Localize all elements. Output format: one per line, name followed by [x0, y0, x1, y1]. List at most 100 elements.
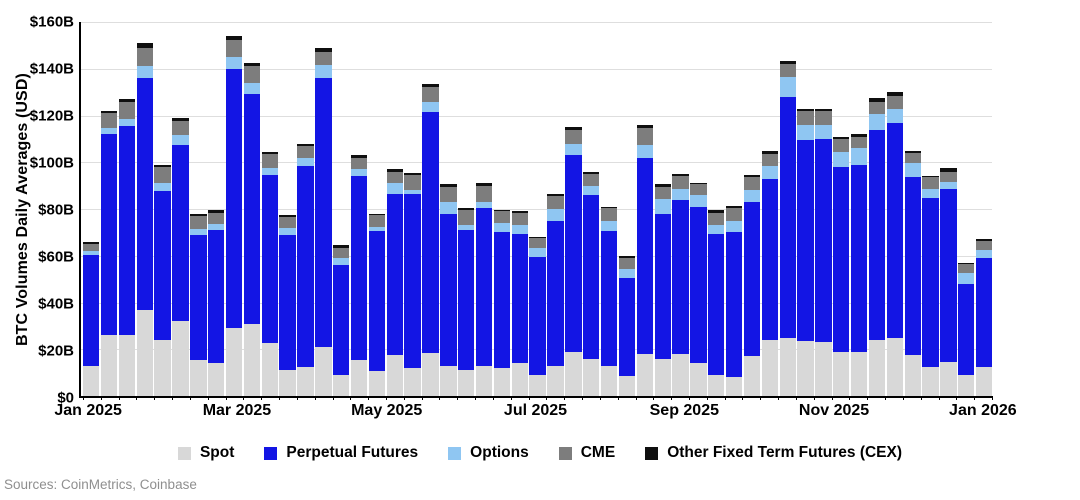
- bar-week-48[interactable]: [922, 22, 939, 396]
- bar-week-37[interactable]: [725, 22, 743, 396]
- bar-week-33[interactable]: [654, 22, 671, 396]
- bar-week-28[interactable]: [565, 22, 582, 396]
- segment-other-fixed-term-futures: [975, 239, 993, 241]
- axis-tick-mark: [207, 396, 209, 400]
- bar-week-47[interactable]: [904, 22, 921, 396]
- bar-week-31[interactable]: [618, 22, 636, 396]
- bar-week-17[interactable]: [368, 22, 386, 396]
- axis-tick-mark: [314, 396, 316, 400]
- bar-week-23[interactable]: [475, 22, 493, 396]
- bar-week-43[interactable]: [833, 22, 850, 396]
- bar-week-41[interactable]: [797, 22, 814, 396]
- bar-week-30[interactable]: [600, 22, 618, 396]
- segment-other-fixed-term-futures: [958, 262, 975, 264]
- segment-options: [636, 144, 653, 158]
- axis-tick-mark: [189, 396, 191, 400]
- y-axis-labels: $0 $20B $40B $60B $80B $100B $120B $140B $160B: [0, 14, 74, 407]
- segment-other-fixed-term-futures: [672, 173, 689, 177]
- bar-week-14[interactable]: [315, 22, 332, 396]
- bar-week-2[interactable]: [100, 22, 118, 396]
- bar-week-36[interactable]: [708, 22, 725, 396]
- bar-week-18[interactable]: [386, 22, 403, 396]
- bar-week-1[interactable]: [83, 22, 100, 396]
- segment-other-fixed-term-futures: [547, 193, 564, 197]
- gridline-80B: [81, 209, 992, 210]
- gridline-160B: [81, 22, 992, 23]
- segment-other-fixed-term-futures: [440, 184, 457, 187]
- segment-options: [940, 182, 957, 190]
- bar-week-4[interactable]: [136, 22, 153, 396]
- segment-other-fixed-term-futures: [886, 92, 904, 96]
- bar-week-34[interactable]: [672, 22, 689, 396]
- axis-tick-mark: [492, 396, 494, 400]
- bar-week-24[interactable]: [493, 22, 511, 396]
- axis-tick-mark: [118, 396, 120, 400]
- y-axis-label-60B: $60B: [38, 248, 74, 266]
- axis-tick-mark: [778, 396, 780, 400]
- bar-week-15[interactable]: [333, 22, 350, 396]
- bar-week-42[interactable]: [815, 22, 832, 396]
- axis-tick-mark: [974, 396, 976, 400]
- segment-options: [279, 227, 296, 235]
- segment-spot: [565, 351, 582, 396]
- segment-options: [243, 82, 261, 95]
- bar-week-51[interactable]: [975, 22, 993, 396]
- segment-cme: [529, 238, 546, 248]
- bar-week-27[interactable]: [547, 22, 564, 396]
- bar-week-32[interactable]: [636, 22, 653, 396]
- bar-week-5[interactable]: [154, 22, 171, 396]
- y-axis-label-80B: $80B: [38, 201, 74, 219]
- segment-spot: [547, 365, 564, 396]
- segment-perpetual-futures: [565, 155, 582, 352]
- segment-other-fixed-term-futures: [868, 98, 886, 102]
- segment-perpetual-futures: [743, 202, 761, 357]
- bar-week-49[interactable]: [940, 22, 957, 396]
- bar-week-21[interactable]: [440, 22, 457, 396]
- bar-week-13[interactable]: [297, 22, 314, 396]
- bar-week-6[interactable]: [172, 22, 189, 396]
- bar-week-35[interactable]: [690, 22, 707, 396]
- bar-week-11[interactable]: [261, 22, 278, 396]
- segment-spot: [83, 365, 100, 396]
- axis-tick-mark: [617, 396, 619, 400]
- segment-cme: [190, 216, 207, 229]
- bar-week-7[interactable]: [190, 22, 207, 396]
- x-axis-label-mar-2025: Mar 2025: [202, 402, 272, 419]
- bar-week-8[interactable]: [208, 22, 225, 396]
- bar-week-16[interactable]: [350, 22, 368, 396]
- bar-week-39[interactable]: [761, 22, 779, 396]
- bar-week-3[interactable]: [118, 22, 136, 396]
- bar-week-19[interactable]: [404, 22, 421, 396]
- bar-week-44[interactable]: [850, 22, 868, 396]
- bar-week-50[interactable]: [958, 22, 975, 396]
- bar-week-20[interactable]: [422, 22, 439, 396]
- bar-week-45[interactable]: [868, 22, 886, 396]
- segment-spot: [172, 321, 189, 396]
- segment-options: [190, 228, 207, 235]
- segment-perpetual-futures: [833, 166, 850, 352]
- bar-week-29[interactable]: [583, 22, 600, 396]
- bar-week-38[interactable]: [743, 22, 761, 396]
- bar-week-46[interactable]: [886, 22, 904, 396]
- segment-spot: [261, 343, 278, 396]
- bar-week-10[interactable]: [243, 22, 261, 396]
- segment-spot: [440, 365, 457, 396]
- segment-spot: [422, 352, 439, 396]
- segment-cme: [493, 211, 511, 224]
- bar-week-9[interactable]: [225, 22, 243, 396]
- segment-options: [708, 225, 725, 234]
- segment-perpetual-futures: [850, 164, 868, 352]
- axis-tick-mark: [724, 396, 726, 400]
- segment-other-fixed-term-futures: [225, 36, 243, 40]
- bar-week-40[interactable]: [779, 22, 796, 396]
- bar-week-25[interactable]: [511, 22, 528, 396]
- segment-cme: [261, 154, 278, 169]
- bar-week-12[interactable]: [279, 22, 296, 396]
- segment-other-fixed-term-futures: [725, 205, 743, 208]
- segment-other-fixed-term-futures: [154, 164, 171, 167]
- bar-week-26[interactable]: [529, 22, 546, 396]
- bar-week-22[interactable]: [458, 22, 475, 396]
- segment-options: [797, 124, 814, 141]
- segment-perpetual-futures: [350, 176, 368, 360]
- segment-perpetual-futures: [708, 233, 725, 375]
